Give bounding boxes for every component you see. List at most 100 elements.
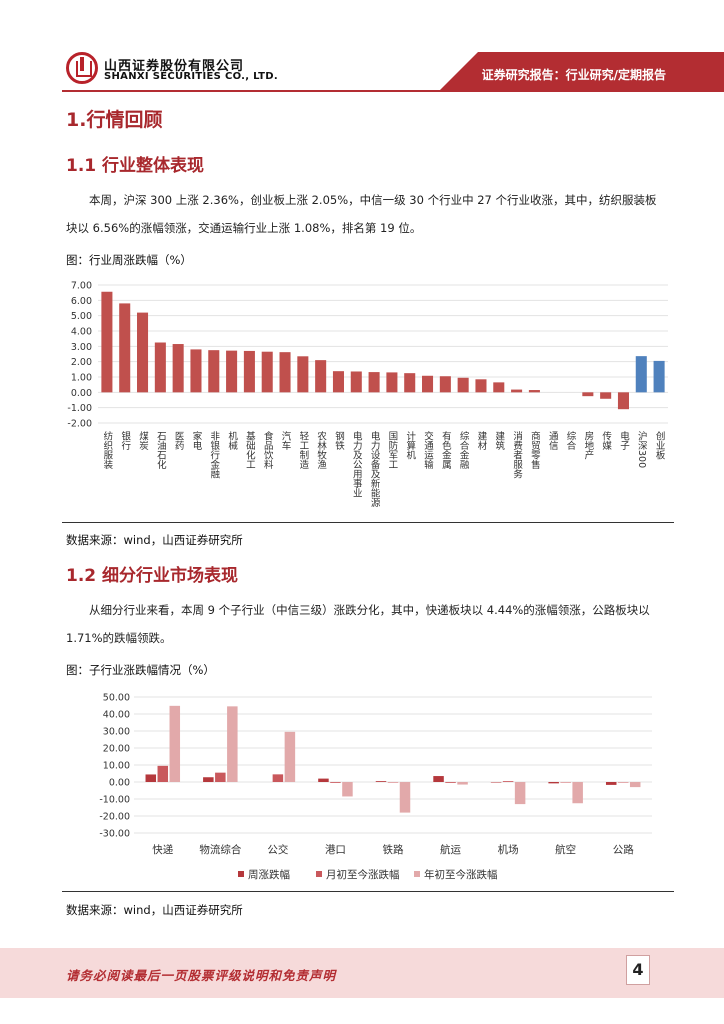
chart2-bar-1 — [548, 782, 559, 784]
chart2-bar-2 — [215, 772, 226, 782]
chart1-y-tick: 4.00 — [71, 327, 92, 338]
chart2-y-tick: 10.00 — [103, 761, 130, 772]
header-divider — [62, 90, 724, 92]
chart1-x-label: 非银行金融 — [208, 430, 220, 479]
chart2-bar-1 — [203, 777, 214, 782]
chart2-bar-3 — [284, 731, 296, 782]
chart1-y-tick: 2.00 — [71, 357, 92, 368]
chart2-y-tick: 30.00 — [103, 727, 130, 738]
chart1-x-label: 基础化工 — [244, 430, 256, 469]
chart2-bar-3 — [514, 782, 526, 805]
chart1-x-label: 轻工制造 — [297, 430, 309, 470]
chart1-bar — [368, 372, 380, 393]
paragraph-subindustry: 从细分行业来看，本周 9 个子行业（中信三级）涨跌分化，其中，快递板块以 4.4… — [66, 603, 650, 645]
paragraph-industry-overview: 本周，沪深 300 上涨 2.36%，创业板上涨 2.05%，中信一级 30 个… — [66, 193, 657, 235]
chart1-x-label: 综合 — [565, 430, 577, 451]
chart2-bar-3 — [457, 782, 468, 785]
chart2-x-label: 物流综合 — [199, 843, 241, 856]
chart2-legend-label-2: 月初至今涨跌幅 — [326, 868, 400, 881]
chart1-x-label: 银行 — [119, 430, 131, 451]
chart1-bar — [226, 350, 238, 393]
chart2-bar-1 — [318, 778, 329, 782]
chart2-y-tick: -10.00 — [99, 795, 130, 806]
chart1-bar — [243, 350, 255, 393]
chart2-bar-2 — [617, 782, 629, 783]
chart1-bar — [617, 392, 629, 410]
chart1-bar — [279, 352, 291, 393]
chart1-x-label: 沪深300 — [636, 430, 648, 468]
chart2-bar-2 — [445, 782, 456, 783]
chart1-x-label: 交通运输 — [422, 430, 434, 470]
chart1-x-label: 消费者服务 — [511, 430, 523, 479]
chart2-x-label: 港口 — [325, 844, 346, 856]
chart1-x-label: 房地产 — [582, 430, 594, 460]
chart2-bar-1 — [145, 774, 157, 782]
chart1-bar — [635, 356, 647, 393]
chart1-y-tick: 1.00 — [71, 373, 92, 384]
chart1-y-tick: 0.00 — [71, 388, 92, 399]
footer-band — [0, 948, 724, 998]
chart1-bar — [422, 375, 434, 393]
chart2-x-label: 公路 — [613, 843, 634, 856]
chart2-bar-3 — [572, 782, 583, 804]
chart1-x-label: 有色金属 — [440, 430, 452, 470]
chart1-bar — [297, 356, 309, 393]
chart1-bar — [386, 372, 398, 393]
chart1-bar — [350, 371, 362, 393]
chart1-x-label: 汽车 — [280, 430, 292, 451]
chart2-bar-1 — [490, 782, 502, 783]
chart1-bar — [404, 373, 416, 393]
chart1-x-label: 农林牧渔 — [315, 430, 327, 469]
chart2-x-label: 铁路 — [383, 843, 404, 856]
chart1-y-tick: 5.00 — [71, 311, 92, 322]
chart2-legend-swatch-3 — [414, 871, 420, 877]
chart1-bar — [315, 360, 327, 393]
chart2-legend-label-1: 周涨跌幅 — [248, 868, 290, 881]
chart1-bar — [582, 392, 594, 397]
chart1-bar — [475, 379, 487, 393]
chart2-bar-2 — [560, 782, 571, 783]
chart1-x-label: 建材 — [475, 430, 487, 450]
chart2-y-tick: -30.00 — [99, 829, 130, 840]
subsection-title-2: 1.2 细分行业市场表现 — [66, 566, 239, 586]
chart1-bar — [208, 350, 220, 393]
chart2-bar-1 — [605, 782, 617, 785]
chart2-bar-1 — [375, 781, 387, 782]
chart2-bar-2 — [330, 782, 341, 783]
chart1-x-label: 电力及公用事业 — [351, 430, 363, 497]
chart1-x-label: 通信 — [547, 431, 559, 451]
chart1-bar — [511, 389, 523, 393]
chart1-x-label: 创业板 — [654, 430, 666, 460]
chart2-x-label: 公交 — [267, 843, 288, 856]
footer-disclaimer: 请务必阅读最后一页股票评级说明和免责声明 — [66, 968, 337, 983]
chart1-y-tick: 7.00 — [71, 281, 92, 292]
chart2-bar-3 — [342, 782, 353, 797]
chart2-legend-swatch-2 — [316, 871, 322, 877]
chart1-bar — [137, 312, 149, 393]
chart1-x-label: 电子 — [618, 430, 630, 450]
chart1-x-label: 医药 — [173, 431, 185, 451]
company-name-cn: 山西证券股份有限公司 — [104, 59, 245, 74]
chart1-bar — [457, 377, 469, 393]
subindustry-chart: 50.00 40.00 30.00 20.00 10.00 0.00 -10.00 -20.0… — [99, 693, 652, 881]
chart2-bar-3 — [227, 706, 238, 782]
chart1-container: 7.00 6.00 5.00 4.00 3.00 2.00 1.00 0.00 -1.00 -2.… — [62, 271, 674, 523]
chart2-bar-3 — [399, 782, 411, 813]
chart2-bar-2 — [387, 782, 399, 783]
chart2-y-tick: 50.00 — [103, 693, 130, 704]
chart2-x-label: 快递 — [152, 843, 173, 856]
chart1-x-label: 家电 — [190, 430, 202, 450]
chart2-bar-3 — [169, 705, 181, 782]
chart1-bar — [172, 344, 184, 393]
chart2-caption: 图：子行业涨跌幅情况（%） — [66, 663, 215, 677]
section-title: 1.行情回顾 — [66, 109, 163, 131]
chart2-x-label: 航运 — [440, 843, 461, 856]
chart2-container: 50.00 40.00 30.00 20.00 10.00 0.00 -10.00 -20.0… — [62, 681, 674, 892]
chart2-y-tick: 40.00 — [103, 710, 130, 721]
chart2-x-label: 机场 — [498, 843, 519, 856]
chart1-x-label: 石油石化 — [155, 431, 167, 470]
chart2-y-tick: 0.00 — [109, 778, 130, 789]
chart1-x-label: 食品饮料 — [262, 430, 274, 470]
chart1-bar — [261, 351, 273, 393]
chart1-source: 数据来源：wind，山西证券研究所 — [66, 533, 243, 547]
